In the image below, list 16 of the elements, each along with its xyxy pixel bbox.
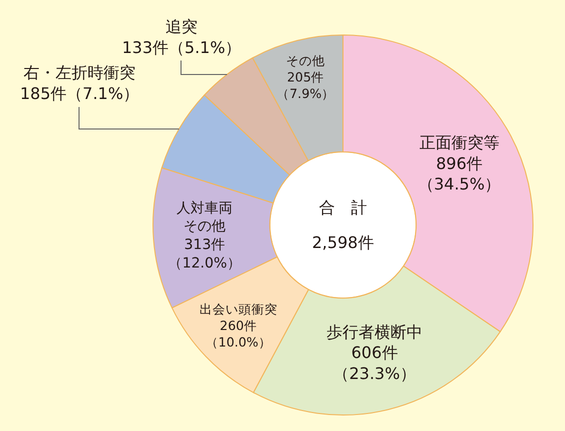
text: 合 計 bbox=[319, 198, 367, 217]
data-label: 133件（5.1%） bbox=[122, 38, 242, 57]
slice-label: 人対車両その他 bbox=[176, 200, 233, 235]
data-label: 313件（12.0%） bbox=[168, 237, 242, 272]
slice-label: 出会い頭衝突 bbox=[199, 301, 278, 316]
slice-label: 右・左折時衝突 bbox=[24, 63, 136, 82]
slice-label: その他 bbox=[286, 52, 326, 68]
data-label: 185件（7.1%） bbox=[20, 84, 140, 103]
slice-label: 追突 bbox=[166, 17, 198, 36]
data-label: 205件（7.9%） bbox=[276, 69, 335, 101]
slice-label: 歩行者横断中 bbox=[326, 322, 423, 342]
data-label: 260件（10.0%） bbox=[205, 318, 272, 350]
data-label: 606件（23.3%） bbox=[333, 343, 416, 384]
text: 2,598件 bbox=[312, 233, 374, 252]
data-label: 896件（34.5%） bbox=[418, 154, 501, 194]
slice-label: 正面衝突等 bbox=[419, 133, 500, 152]
